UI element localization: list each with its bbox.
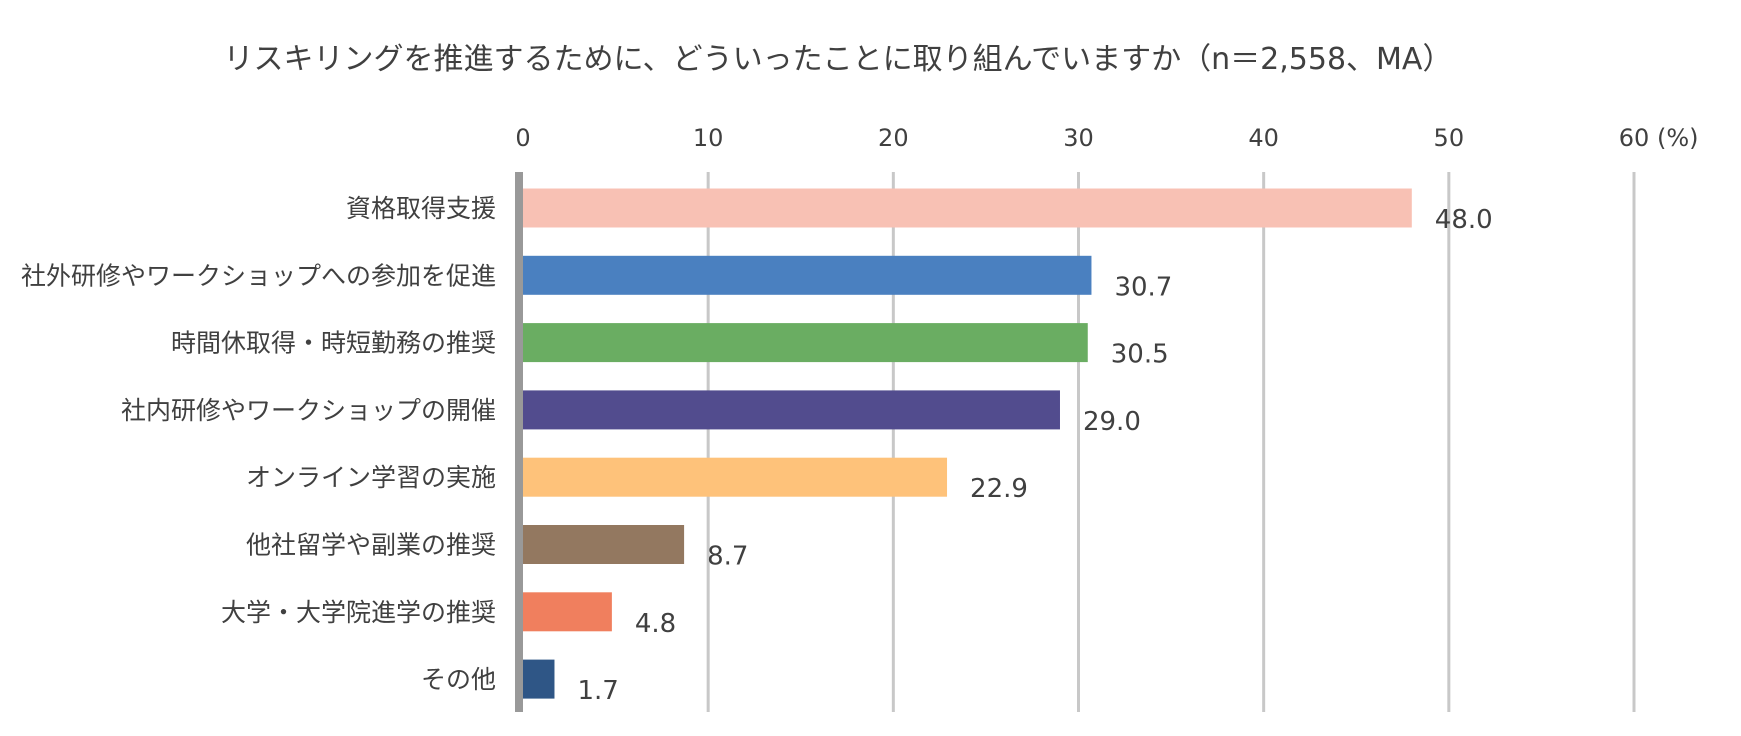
bar-2 <box>523 323 1088 363</box>
value-label-7: 1.7 <box>577 676 618 706</box>
value-label-5: 8.7 <box>707 542 748 572</box>
x-tick-label-30: 30 <box>1063 124 1094 152</box>
chart-title: リスキリングを推進するために、どういったことに取り組んでいますか（n＝2,558… <box>224 42 1453 77</box>
bar-6 <box>523 592 612 632</box>
category-label-4: オンライン学習の実施 <box>246 463 496 492</box>
category-label-3: 社内研修やワークショップの開催 <box>121 396 496 425</box>
category-label-5: 他社留学や副業の推奨 <box>246 531 496 560</box>
x-tick-label-0: 0 <box>515 124 530 152</box>
bar-3 <box>523 390 1060 430</box>
value-label-3: 29.0 <box>1083 407 1141 437</box>
bar-5 <box>523 525 685 564</box>
value-label-4: 22.9 <box>970 474 1028 504</box>
x-tick-label-10: 10 <box>693 124 724 152</box>
x-tick-label-50: 50 <box>1434 124 1465 152</box>
category-label-2: 時間休取得・時短勤務の推奨 <box>171 329 496 358</box>
value-label-2: 30.5 <box>1111 340 1169 370</box>
bars <box>523 188 1412 699</box>
bar-7 <box>523 659 555 699</box>
bar-4 <box>523 457 948 497</box>
value-label-0: 48.0 <box>1435 205 1493 235</box>
y-axis-line <box>515 172 523 712</box>
gridlines <box>706 172 1636 712</box>
category-label-1: 社外研修やワークショップへの参加を促進 <box>21 261 496 290</box>
bar-1 <box>523 255 1092 295</box>
x-tick-label-60: 60 <box>1619 124 1650 152</box>
value-labels: 48.0 30.7 30.5 29.0 22.9 8.7 4.8 1.7 <box>577 205 1492 706</box>
x-axis-ticks: 0 10 20 30 40 50 60 <box>515 124 1649 152</box>
value-label-1: 30.7 <box>1114 272 1172 302</box>
category-label-6: 大学・大学院進学の推奨 <box>221 598 496 627</box>
bar-0 <box>523 188 1412 228</box>
category-label-0: 資格取得支援 <box>346 194 496 223</box>
category-label-7: その他 <box>421 665 496 694</box>
value-label-6: 4.8 <box>635 609 676 639</box>
x-tick-label-40: 40 <box>1248 124 1279 152</box>
x-axis-unit-label: (%) <box>1657 124 1699 152</box>
category-labels: 資格取得支援社外研修やワークショップへの参加を促進時間休取得・時短勤務の推奨社内… <box>21 194 496 694</box>
x-tick-label-20: 20 <box>878 124 909 152</box>
